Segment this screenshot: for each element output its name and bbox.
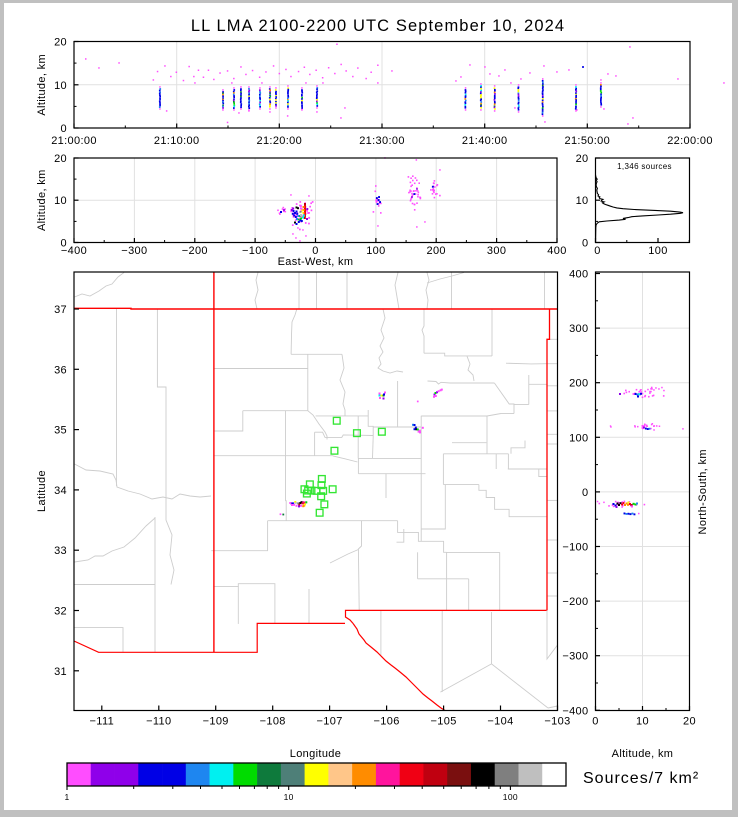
svg-text:34: 34 bbox=[54, 485, 67, 497]
svg-text:Sources/7 km²: Sources/7 km² bbox=[583, 770, 699, 787]
svg-text:100: 100 bbox=[648, 245, 667, 257]
svg-text:21:10:00: 21:10:00 bbox=[154, 135, 200, 147]
svg-text:−106: −106 bbox=[374, 716, 400, 728]
svg-text:Latitude: Latitude bbox=[36, 470, 48, 512]
svg-text:22:00:00: 22:00:00 bbox=[667, 135, 713, 147]
svg-text:10: 10 bbox=[636, 716, 649, 728]
svg-text:0: 0 bbox=[582, 487, 588, 499]
svg-text:21:00:00: 21:00:00 bbox=[51, 135, 97, 147]
svg-text:0: 0 bbox=[312, 245, 318, 257]
svg-text:31: 31 bbox=[54, 666, 67, 678]
svg-text:20: 20 bbox=[54, 153, 67, 165]
svg-text:20: 20 bbox=[683, 716, 696, 728]
svg-text:Altitude, km: Altitude, km bbox=[36, 54, 48, 116]
svg-text:10: 10 bbox=[54, 80, 67, 92]
svg-text:200: 200 bbox=[426, 245, 445, 257]
svg-text:−300: −300 bbox=[121, 245, 147, 257]
svg-text:21:40:00: 21:40:00 bbox=[462, 135, 508, 147]
svg-text:0: 0 bbox=[582, 238, 588, 250]
svg-text:0: 0 bbox=[61, 123, 67, 135]
svg-text:20: 20 bbox=[576, 153, 589, 165]
svg-text:−104: −104 bbox=[487, 716, 513, 728]
svg-text:100: 100 bbox=[503, 792, 518, 802]
svg-text:35: 35 bbox=[54, 425, 67, 437]
svg-text:20: 20 bbox=[54, 37, 67, 49]
svg-text:10: 10 bbox=[576, 195, 589, 207]
svg-text:0: 0 bbox=[594, 245, 600, 257]
svg-text:−400: −400 bbox=[61, 245, 87, 257]
svg-text:−300: −300 bbox=[562, 651, 588, 663]
svg-text:36: 36 bbox=[54, 364, 67, 376]
svg-text:East-West, km: East-West, km bbox=[278, 256, 354, 268]
svg-text:−105: −105 bbox=[431, 716, 457, 728]
svg-text:21:50:00: 21:50:00 bbox=[564, 135, 610, 147]
svg-text:10: 10 bbox=[284, 792, 294, 802]
svg-text:−107: −107 bbox=[317, 716, 343, 728]
svg-text:−400: −400 bbox=[562, 705, 588, 717]
svg-text:Altitude, km: Altitude, km bbox=[36, 169, 48, 231]
svg-text:100: 100 bbox=[366, 245, 385, 257]
svg-text:1,346 sources: 1,346 sources bbox=[617, 162, 672, 171]
svg-text:−200: −200 bbox=[562, 596, 588, 608]
svg-text:−109: −109 bbox=[203, 716, 229, 728]
svg-text:−100: −100 bbox=[242, 245, 268, 257]
svg-text:0: 0 bbox=[61, 238, 67, 250]
svg-text:21:20:00: 21:20:00 bbox=[256, 135, 302, 147]
svg-text:1: 1 bbox=[64, 792, 69, 802]
svg-text:33: 33 bbox=[54, 545, 67, 557]
svg-text:300: 300 bbox=[569, 323, 588, 335]
svg-text:−200: −200 bbox=[182, 245, 208, 257]
svg-text:−100: −100 bbox=[562, 542, 588, 554]
svg-text:21:30:00: 21:30:00 bbox=[359, 135, 405, 147]
svg-text:400: 400 bbox=[569, 269, 588, 281]
svg-text:LL LMA 2100-2200 UTC September: LL LMA 2100-2200 UTC September 10, 2024 bbox=[191, 17, 565, 35]
svg-text:Longitude: Longitude bbox=[290, 748, 341, 760]
svg-text:−103: −103 bbox=[544, 716, 570, 728]
svg-text:100: 100 bbox=[569, 432, 588, 444]
svg-text:−111: −111 bbox=[90, 716, 115, 728]
svg-text:200: 200 bbox=[569, 378, 588, 390]
svg-text:−108: −108 bbox=[260, 716, 286, 728]
svg-text:Altitude, km: Altitude, km bbox=[612, 748, 674, 760]
svg-text:−110: −110 bbox=[146, 716, 171, 728]
svg-text:400: 400 bbox=[547, 245, 566, 257]
svg-text:300: 300 bbox=[487, 245, 506, 257]
svg-text:37: 37 bbox=[54, 304, 67, 316]
svg-text:North-South, km: North-South, km bbox=[697, 449, 709, 534]
svg-text:0: 0 bbox=[592, 716, 598, 728]
svg-text:32: 32 bbox=[54, 606, 67, 618]
svg-text:10: 10 bbox=[54, 195, 67, 207]
